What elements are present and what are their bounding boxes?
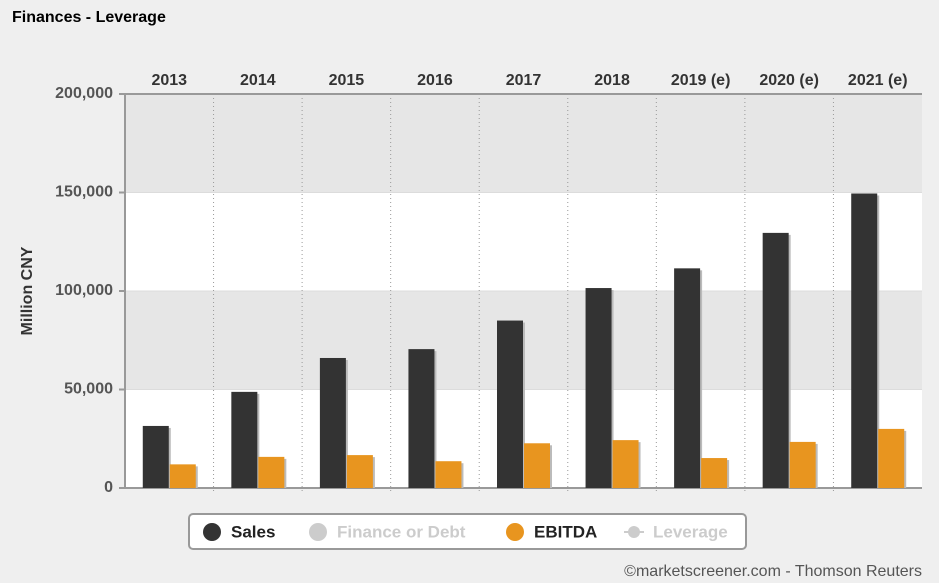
bar (701, 458, 728, 488)
bar (674, 268, 701, 488)
bar (612, 440, 639, 488)
legend-label: Sales (231, 522, 275, 541)
legend-label: Finance or Debt (337, 522, 466, 541)
bar (789, 441, 816, 488)
bar (169, 464, 196, 488)
y-tick-label: 150,000 (55, 184, 113, 201)
bar (878, 428, 905, 488)
bar (258, 456, 285, 488)
legend-label: EBITDA (534, 522, 597, 541)
x-tick-label: 2019 (e) (671, 72, 731, 89)
chart-title: Finances - Leverage (12, 9, 166, 26)
bar (408, 349, 435, 488)
legend-label: Leverage (653, 522, 728, 541)
bar (851, 193, 878, 489)
legend-marker (309, 523, 327, 541)
legend-marker (506, 523, 524, 541)
legend-marker (203, 523, 221, 541)
x-tick-label: 2016 (417, 72, 453, 89)
x-tick-label: 2015 (329, 72, 365, 89)
y-tick-label: 100,000 (55, 282, 113, 299)
legend-marker (628, 526, 640, 538)
y-tick-label: 50,000 (64, 381, 113, 398)
legend-box (188, 513, 747, 550)
grid-band (125, 192, 922, 291)
x-tick-label: 2021 (e) (848, 72, 908, 89)
bar (524, 443, 550, 488)
source: ©marketscreener.com - Thomson Reuters (624, 563, 922, 580)
bar (435, 461, 462, 488)
bar (231, 391, 258, 488)
y-tick-label: 0 (104, 479, 113, 496)
bar (585, 288, 612, 488)
bar (142, 425, 169, 488)
x-tick-label: 2020 (e) (759, 72, 819, 89)
bar (497, 320, 523, 488)
x-tick-label: 2018 (594, 72, 630, 89)
x-tick-label: 2014 (240, 72, 276, 89)
bar (319, 357, 346, 488)
y-tick-label: 200,000 (55, 85, 113, 102)
x-tick-label: 2017 (506, 72, 542, 89)
bar (762, 232, 789, 488)
grid-band (125, 94, 922, 193)
x-tick-label: 2013 (151, 72, 187, 89)
bar (346, 455, 373, 488)
y-axis-label: Million CNY (19, 246, 36, 335)
